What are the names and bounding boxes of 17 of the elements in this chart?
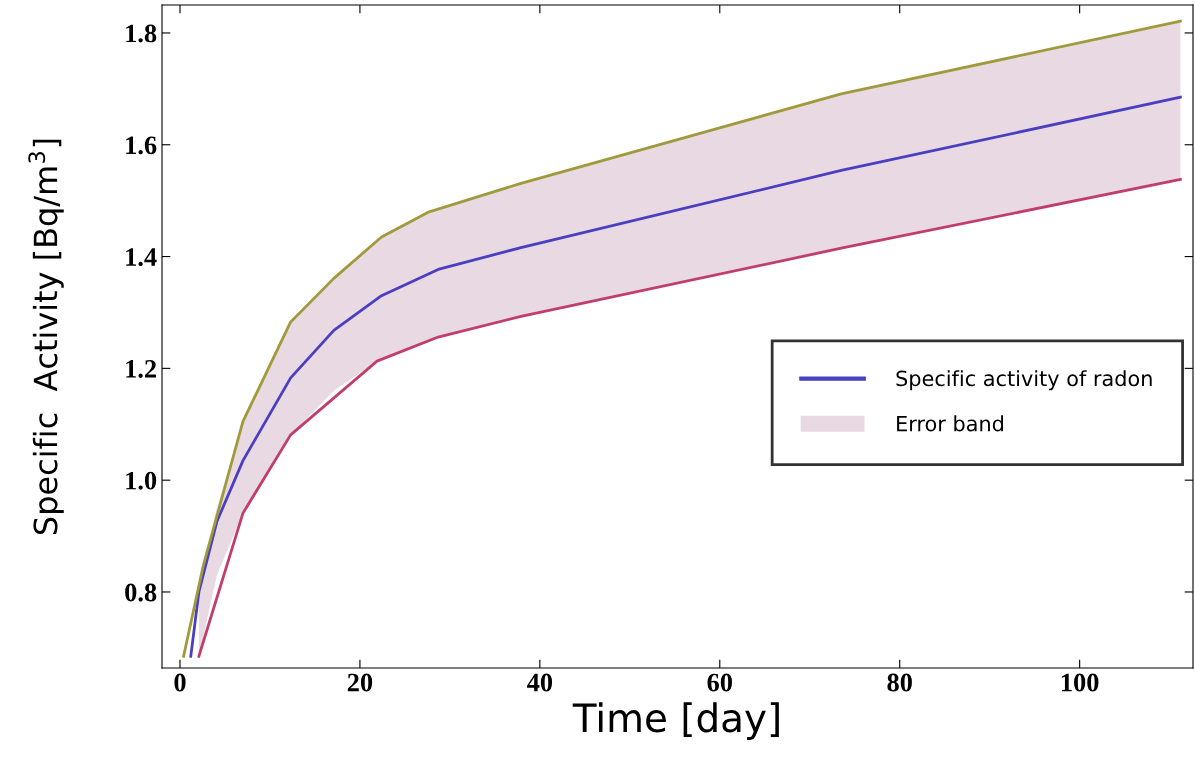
legend-label: Error band	[897, 415, 1003, 432]
x-tick-label: 20	[347, 673, 373, 692]
legend-label: Specific activity of radon	[896, 370, 1152, 391]
y-tick-label: 1.2	[126, 360, 156, 378]
x-tick-label: 0	[174, 673, 186, 692]
y-tick-label: 1.4	[126, 248, 157, 267]
x-tick-label: 40	[527, 673, 553, 692]
x-tick-label: 100	[1061, 673, 1099, 692]
y-axis-title: Specific Activity [Bq/m$^{3}$]	[28, 139, 64, 535]
x-tick-label: 60	[707, 673, 732, 692]
y-tick-label: 1.6	[126, 136, 157, 155]
y-tick-label: 1.8	[126, 24, 157, 43]
y-tick-label: 0.8	[125, 583, 157, 602]
x-tick-label: 80	[887, 673, 912, 692]
y-tick-label: 1.0	[126, 471, 157, 490]
x-axis-title: Time [day]	[572, 702, 779, 740]
line-series	[197, 178, 1182, 658]
